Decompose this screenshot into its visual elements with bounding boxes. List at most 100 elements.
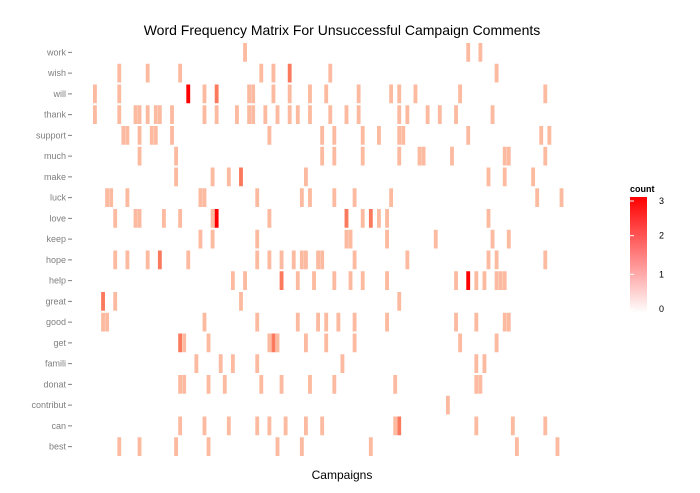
heatmap-cell bbox=[494, 333, 499, 353]
heatmap-cell bbox=[535, 188, 540, 207]
heatmap-cell bbox=[113, 250, 118, 270]
heatmap-cell bbox=[437, 105, 442, 124]
heatmap-cell bbox=[466, 43, 471, 62]
heatmap-cell bbox=[178, 209, 183, 228]
heatmap-cell bbox=[308, 105, 312, 124]
heatmap-cell bbox=[198, 229, 203, 249]
y-tick-label: work bbox=[46, 47, 67, 57]
heatmap-cell bbox=[113, 292, 118, 311]
y-tick-label: luck bbox=[50, 193, 67, 203]
heatmap-cell bbox=[344, 209, 349, 228]
heatmap-cell bbox=[405, 105, 410, 124]
heatmap-cell bbox=[137, 126, 142, 145]
heatmap-cell bbox=[389, 188, 394, 207]
heatmap-cell bbox=[295, 271, 300, 290]
legend-title: count bbox=[630, 184, 655, 194]
heatmap-cell bbox=[137, 146, 142, 166]
heatmap-cell bbox=[385, 271, 389, 290]
heatmap-cell bbox=[267, 209, 272, 228]
heatmap-cell bbox=[202, 84, 207, 104]
heatmap-cell bbox=[299, 250, 304, 270]
heatmap-cell bbox=[454, 105, 458, 124]
heatmap-cell bbox=[174, 146, 179, 166]
heatmap-cell bbox=[125, 250, 130, 270]
heatmap-cell bbox=[332, 126, 337, 145]
heatmap-cell bbox=[101, 312, 105, 332]
heatmap-cell bbox=[178, 333, 183, 353]
y-tick-label: much bbox=[44, 151, 66, 161]
heatmap-cell bbox=[239, 292, 243, 311]
heatmap-cell bbox=[222, 375, 227, 394]
heatmap-cell bbox=[316, 250, 321, 270]
heatmap-cells bbox=[93, 43, 564, 456]
heatmap-cell bbox=[352, 188, 357, 207]
heatmap-cell bbox=[397, 292, 402, 311]
heatmap-cell bbox=[206, 375, 211, 394]
heatmap-cell bbox=[324, 84, 329, 104]
heatmap-cell bbox=[170, 126, 174, 145]
heatmap-cell bbox=[303, 416, 308, 436]
heatmap-cell bbox=[336, 312, 341, 332]
heatmap-cell bbox=[494, 250, 499, 270]
heatmap-cell bbox=[454, 271, 458, 290]
heatmap-cell bbox=[316, 312, 321, 332]
heatmap-cell bbox=[178, 416, 183, 436]
heatmap-cell bbox=[368, 209, 373, 228]
legend-tick-label: 2 bbox=[659, 231, 664, 241]
heatmap-cell bbox=[482, 354, 487, 373]
heatmap-cell bbox=[279, 250, 284, 270]
heatmap-cell bbox=[295, 312, 300, 332]
heatmap-cell bbox=[320, 416, 325, 436]
heatmap-cell bbox=[218, 354, 223, 373]
heatmap-cell bbox=[502, 271, 507, 290]
heatmap-cell bbox=[320, 250, 325, 270]
heatmap-cell bbox=[247, 84, 252, 104]
heatmap-cell bbox=[271, 333, 276, 353]
legend-colorbar bbox=[630, 197, 647, 313]
heatmap-cell bbox=[202, 188, 207, 207]
y-tick-label: get bbox=[53, 338, 66, 348]
heatmap-cell bbox=[559, 188, 564, 207]
heatmap-cell bbox=[186, 250, 191, 270]
heatmap-cell bbox=[275, 105, 280, 124]
heatmap-cell bbox=[153, 126, 158, 145]
heatmap-cell bbox=[255, 250, 260, 270]
heatmap-cell bbox=[117, 63, 122, 83]
y-tick-label: love bbox=[49, 213, 66, 223]
heatmap-cell bbox=[328, 105, 333, 124]
heatmap-cell bbox=[377, 209, 381, 228]
heatmap-cell bbox=[275, 333, 280, 353]
heatmap-cell bbox=[267, 250, 272, 270]
heatmap-cell bbox=[514, 437, 519, 456]
heatmap-cell bbox=[352, 250, 357, 270]
heatmap-cell bbox=[385, 312, 389, 332]
heatmap-cell bbox=[421, 146, 426, 166]
heatmap-cell bbox=[308, 84, 312, 104]
heatmap-cell bbox=[547, 126, 552, 145]
heatmap-cell bbox=[255, 312, 260, 332]
heatmap-cell bbox=[490, 105, 495, 124]
heatmap-cell bbox=[299, 437, 304, 456]
heatmap-cell bbox=[482, 271, 487, 290]
heatmap-cell bbox=[186, 84, 191, 104]
heatmap-cell bbox=[178, 63, 183, 83]
heatmap-cell bbox=[474, 375, 479, 394]
heatmap-cell bbox=[543, 146, 548, 166]
heatmap-cell bbox=[348, 229, 353, 249]
heatmap-cell bbox=[178, 375, 183, 394]
heatmap-cell bbox=[206, 437, 211, 456]
heatmap-cell bbox=[230, 354, 235, 373]
heatmap-cell bbox=[360, 209, 365, 228]
heatmap-cell bbox=[478, 375, 483, 394]
heatmap-cell bbox=[393, 375, 398, 394]
heatmap-cell bbox=[291, 250, 296, 270]
heatmap-cell bbox=[413, 84, 418, 104]
y-tick-label: best bbox=[49, 442, 67, 452]
y-tick-label: support bbox=[36, 130, 67, 140]
heatmap-cell bbox=[267, 333, 272, 353]
y-tick-label: help bbox=[49, 276, 66, 286]
heatmap-cell bbox=[283, 416, 288, 436]
legend-tick-label: 3 bbox=[659, 196, 664, 206]
heatmap-cell bbox=[117, 105, 122, 124]
heatmap-cell bbox=[303, 167, 308, 187]
